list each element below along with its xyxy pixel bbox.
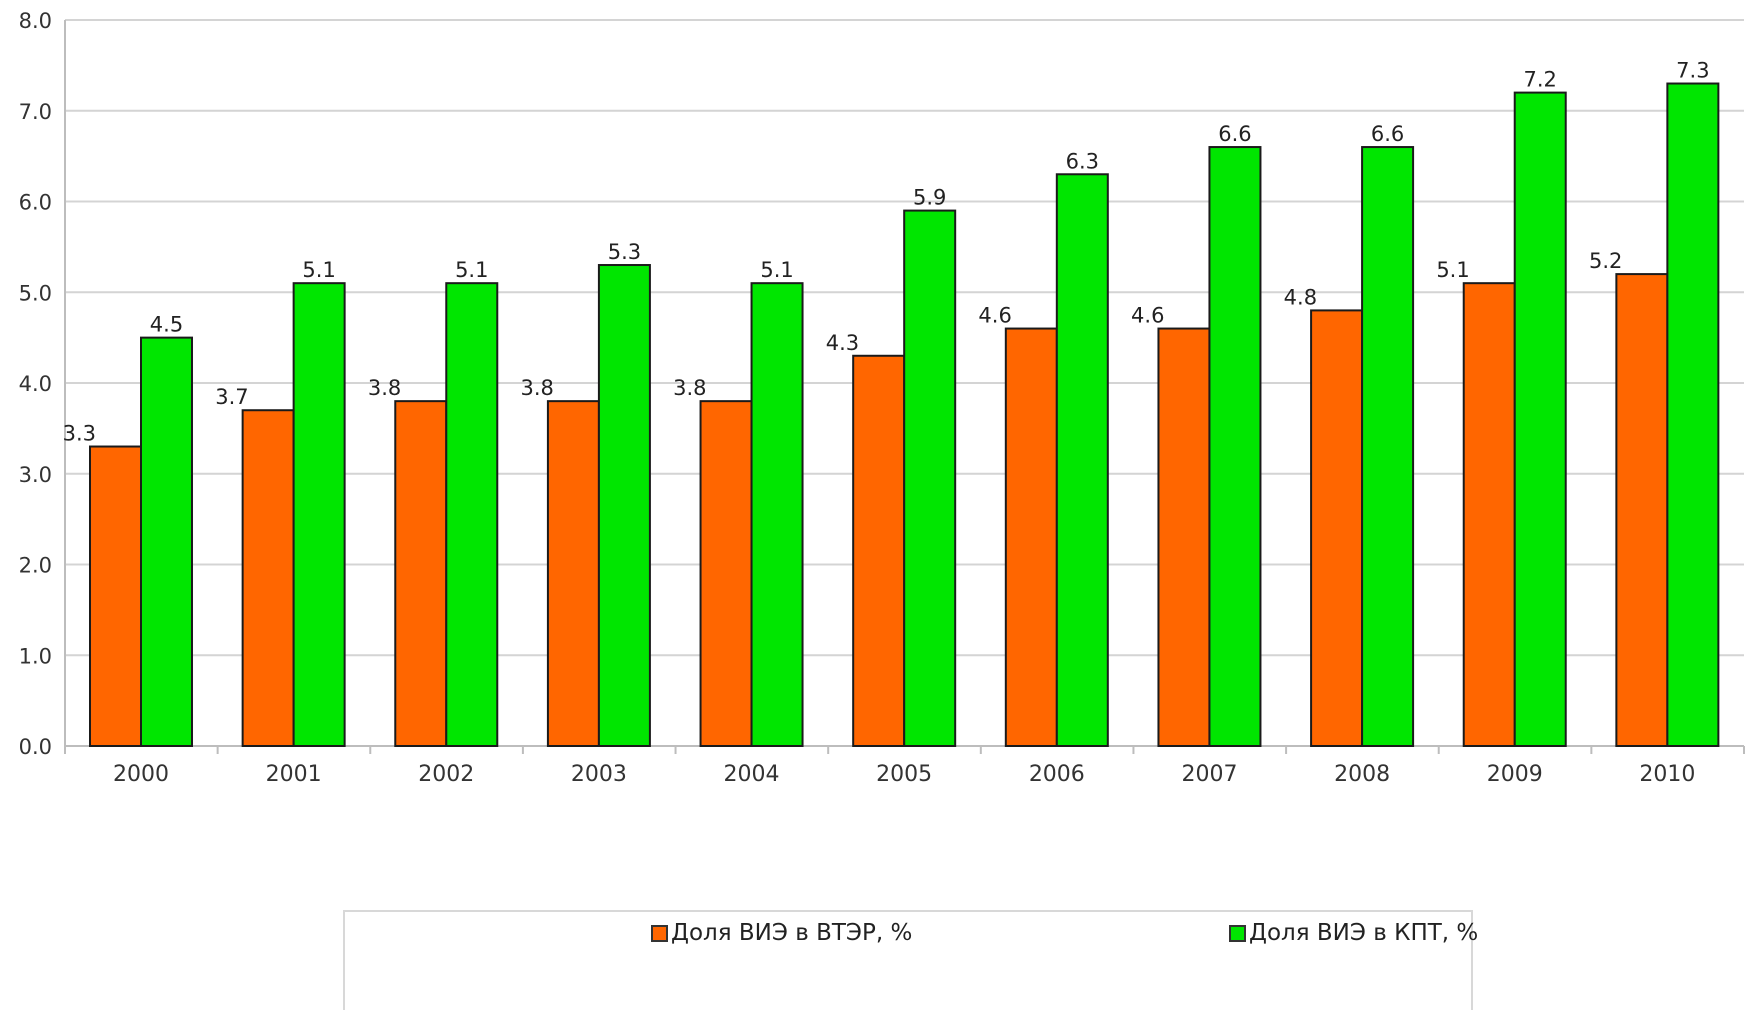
y-tick-label: 5.0	[19, 281, 52, 305]
data-label-vtr: 4.6	[1131, 304, 1164, 328]
data-label-kpt: 5.1	[760, 258, 793, 282]
y-tick-label: 4.0	[19, 372, 52, 396]
legend: Доля ВИЭ в ВТЭР, % Доля ВИЭ в КПТ, %	[343, 910, 1478, 1010]
data-label-vtr: 4.3	[826, 331, 859, 355]
data-label-kpt: 5.3	[608, 240, 641, 264]
data-label-vtr: 3.3	[63, 422, 96, 446]
bar-kpt	[1361, 146, 1415, 748]
data-label-vtr: 5.2	[1589, 249, 1622, 273]
bar-vtr	[699, 400, 753, 747]
bar-vtr	[1157, 327, 1211, 747]
bar-vtr	[1004, 327, 1058, 747]
x-tick-label: 2001	[266, 762, 322, 787]
data-label-vtr: 4.6	[978, 304, 1011, 328]
x-tick-label: 2010	[1639, 762, 1695, 787]
y-tick-label: 7.0	[19, 100, 52, 124]
y-tick-label: 0.0	[19, 735, 52, 759]
y-tick-label: 6.0	[19, 191, 52, 215]
x-tick-label: 2006	[1029, 762, 1085, 787]
data-label-kpt: 6.6	[1371, 122, 1404, 146]
data-label-vtr: 3.8	[673, 376, 706, 400]
bar-kpt	[140, 336, 193, 747]
data-label-vtr: 3.7	[215, 385, 248, 409]
data-label-kpt: 6.6	[1218, 122, 1251, 146]
data-label-kpt: 7.2	[1524, 68, 1557, 92]
bar-kpt	[597, 264, 651, 747]
data-label-kpt: 5.9	[913, 186, 946, 210]
data-label-vtr: 3.8	[521, 376, 554, 400]
bar-vtr	[394, 400, 448, 747]
legend-swatch-kpt	[1229, 924, 1246, 942]
data-label-kpt: 4.5	[150, 313, 183, 337]
bar-vtr	[241, 409, 295, 747]
x-tick-label: 2002	[418, 762, 474, 787]
bar-vtr	[1462, 282, 1516, 747]
x-tick-label: 2005	[876, 762, 932, 787]
y-tick-label: 8.0	[19, 9, 52, 33]
legend-label-vtr: Доля ВИЭ в ВТЭР, %	[671, 920, 913, 946]
x-tick-label: 2009	[1487, 762, 1543, 787]
bar-kpt	[1666, 82, 1720, 747]
data-label-vtr: 5.1	[1436, 258, 1469, 282]
bar-kpt	[750, 282, 804, 747]
bar-kpt	[445, 282, 499, 747]
legend-swatch-vtr	[651, 924, 668, 942]
legend-item-vtr: Доля ВИЭ в ВТЭР, %	[651, 920, 912, 946]
x-tick-label: 2003	[571, 762, 627, 787]
bar-vtr	[1615, 273, 1669, 747]
x-tick-label: 2004	[724, 762, 780, 787]
data-label-kpt: 6.3	[1066, 149, 1099, 173]
bar-vtr	[546, 400, 600, 747]
data-label-kpt: 5.1	[455, 258, 488, 282]
x-tick-label: 2007	[1181, 762, 1237, 787]
x-tick-label: 2008	[1334, 762, 1390, 787]
legend-item-kpt: Доля ВИЭ в КПТ, %	[1229, 920, 1478, 946]
y-tick-label: 3.0	[19, 463, 52, 487]
data-label-kpt: 5.1	[302, 258, 335, 282]
data-label-vtr: 4.8	[1284, 285, 1317, 309]
bar-vtr	[89, 445, 142, 747]
bar-kpt	[1208, 146, 1262, 748]
data-label-vtr: 3.8	[368, 376, 401, 400]
bar-kpt	[1055, 173, 1109, 747]
bar-kpt	[903, 209, 957, 747]
y-tick-label: 1.0	[19, 644, 52, 668]
x-tick-label: 2000	[113, 762, 169, 787]
bar-kpt	[292, 282, 346, 747]
legend-label-kpt: Доля ВИЭ в КПТ, %	[1249, 920, 1479, 946]
bar-kpt	[1513, 91, 1567, 748]
data-label-kpt: 7.3	[1676, 59, 1709, 83]
y-tick-label: 2.0	[19, 554, 52, 578]
bar-vtr	[852, 354, 906, 747]
bar-vtr	[1310, 309, 1364, 747]
